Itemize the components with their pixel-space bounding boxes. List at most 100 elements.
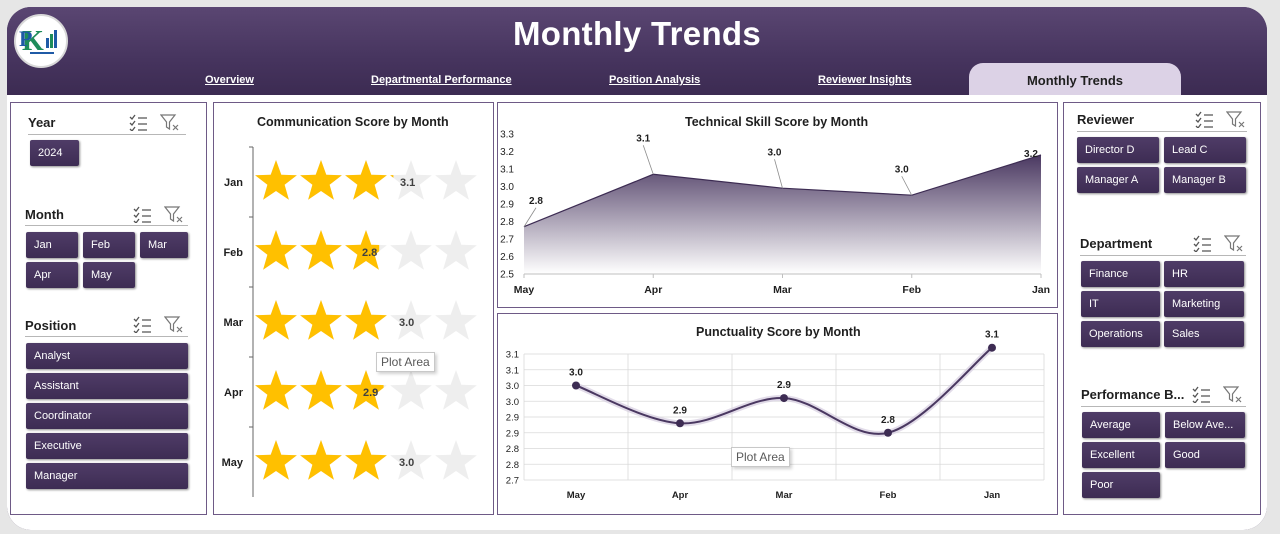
empty-star-mark xyxy=(435,160,477,200)
multi-select-icon[interactable] xyxy=(1192,234,1212,252)
reviewer-manager-b-button[interactable]: Manager B xyxy=(1164,167,1246,193)
category-label: May xyxy=(222,457,244,469)
clear-filter-icon[interactable] xyxy=(1226,110,1246,128)
y-tick-label: 2.8 xyxy=(506,444,519,455)
x-tick-label: Apr xyxy=(644,284,662,296)
data-label: 2.8 xyxy=(881,415,895,426)
leader-line xyxy=(642,145,654,175)
reviewer-manager-a-button[interactable]: Manager A xyxy=(1077,167,1159,193)
clear-filter-icon[interactable] xyxy=(1224,234,1244,252)
empty-star-mark xyxy=(435,300,477,340)
empty-star-mark xyxy=(390,160,432,200)
month-mar-button[interactable]: Mar xyxy=(140,232,188,258)
data-label: 2.8 xyxy=(529,196,543,207)
svg-text:P: P xyxy=(19,26,32,51)
data-label: 3.0 xyxy=(569,368,583,379)
tab-departmental-performance[interactable]: Departmental Performance xyxy=(371,74,512,86)
content-area: Year 2024 Month Jan Feb Mar Apr May Posi… xyxy=(7,95,1267,530)
tab-position-analysis[interactable]: Position Analysis xyxy=(609,74,701,86)
filled-star-mark xyxy=(255,440,297,480)
slicer-title-performance: Performance B... xyxy=(1081,387,1185,402)
performance-below-average-button[interactable]: Below Ave... xyxy=(1165,412,1245,438)
position-analyst-button[interactable]: Analyst xyxy=(26,343,188,369)
data-label: 3.0 xyxy=(399,317,414,329)
filled-star-mark xyxy=(345,160,387,200)
multi-select-icon[interactable] xyxy=(1191,385,1211,403)
performance-excellent-button[interactable]: Excellent xyxy=(1082,442,1160,468)
clear-filter-icon[interactable] xyxy=(164,205,184,223)
filled-star-mark xyxy=(345,440,387,480)
punctuality-line-chart[interactable]: 2.7 2.8 2.8 2.9 2.9 3.0 3.0 3.1 3.1 3.0 May 2.9 Apr 2… xyxy=(498,314,1057,514)
data-label: 2.8 xyxy=(362,247,377,259)
filled-star-mark xyxy=(255,160,297,200)
position-executive-button[interactable]: Executive xyxy=(26,433,188,459)
department-marketing-button[interactable]: Marketing xyxy=(1164,291,1244,317)
header-bar: K P Monthly Trends Overview Departmental… xyxy=(7,7,1267,97)
y-tick-label: 3.0 xyxy=(506,397,519,408)
chart-title: Technical Skill Score by Month xyxy=(685,115,869,129)
clear-filter-icon[interactable] xyxy=(164,315,184,333)
y-tick-label: 2.7 xyxy=(506,476,519,487)
empty-star-mark xyxy=(390,370,432,410)
y-tick-label: 3.0 xyxy=(506,381,519,392)
tab-monthly-trends[interactable]: Monthly Trends xyxy=(969,63,1181,97)
filled-star-mark xyxy=(300,370,342,410)
empty-star-mark xyxy=(435,230,477,270)
department-it-button[interactable]: IT xyxy=(1081,291,1160,317)
multi-select-icon[interactable] xyxy=(1194,110,1214,128)
leader-line xyxy=(523,207,537,227)
x-tick-label: Mar xyxy=(776,490,793,501)
y-tick-label: 2.9 xyxy=(500,200,514,211)
performance-average-button[interactable]: Average xyxy=(1082,412,1160,438)
x-tick-label: May xyxy=(567,490,586,501)
right-slicer-panel: Reviewer Director D Lead C Manager A Man… xyxy=(1063,102,1261,515)
reviewer-director-d-button[interactable]: Director D xyxy=(1077,137,1159,163)
multi-select-icon[interactable] xyxy=(132,315,152,333)
page-title: Monthly Trends xyxy=(512,15,762,52)
department-operations-button[interactable]: Operations xyxy=(1081,321,1160,347)
clear-filter-icon[interactable] xyxy=(160,113,180,131)
slicer-divider xyxy=(1080,255,1246,256)
filled-star-mark xyxy=(300,230,342,270)
empty-star-mark xyxy=(390,300,432,340)
y-tick-label: 3.0 xyxy=(500,182,514,193)
filled-star-mark xyxy=(345,300,387,340)
category-label: Mar xyxy=(223,317,243,329)
y-tick-label: 2.6 xyxy=(500,252,514,263)
data-label: 3.2 xyxy=(1024,149,1038,160)
y-tick-label: 2.5 xyxy=(500,270,514,281)
left-slicer-panel: Year 2024 Month Jan Feb Mar Apr May Posi… xyxy=(10,102,207,515)
tab-reviewer-insights[interactable]: Reviewer Insights xyxy=(818,74,912,86)
multi-select-icon[interactable] xyxy=(128,113,148,131)
year-2024-button[interactable]: 2024 xyxy=(30,140,79,166)
multi-select-icon[interactable] xyxy=(132,205,152,223)
position-assistant-button[interactable]: Assistant xyxy=(26,373,188,399)
department-finance-button[interactable]: Finance xyxy=(1081,261,1160,287)
department-hr-button[interactable]: HR xyxy=(1164,261,1244,287)
performance-good-button[interactable]: Good xyxy=(1165,442,1245,468)
filled-star-mark xyxy=(345,230,380,270)
clear-filter-icon[interactable] xyxy=(1223,385,1243,403)
month-may-button[interactable]: May xyxy=(83,262,135,288)
tab-overview[interactable]: Overview xyxy=(205,74,254,86)
data-point xyxy=(780,394,788,403)
category-label: Jan xyxy=(224,177,243,189)
department-sales-button[interactable]: Sales xyxy=(1164,321,1244,347)
slicer-title-department: Department xyxy=(1080,236,1153,251)
leader-line xyxy=(774,159,783,189)
month-feb-button[interactable]: Feb xyxy=(83,232,135,258)
month-apr-button[interactable]: Apr xyxy=(26,262,78,288)
x-tick-label: Feb xyxy=(902,284,921,296)
performance-poor-button[interactable]: Poor xyxy=(1082,472,1160,498)
y-tick-label: 3.2 xyxy=(500,147,514,158)
slicer-divider xyxy=(1077,131,1247,132)
technical-area-chart[interactable]: 2.5 2.6 2.7 2.8 2.9 3.0 3.1 3.2 3.3 May Apr Mar Feb J… xyxy=(498,103,1057,307)
position-coordinator-button[interactable]: Coordinator xyxy=(26,403,188,429)
filled-star-mark xyxy=(255,300,297,340)
communication-star-chart[interactable]: Jan 3.1 Feb 2.8 Mar 3.0 Apr 2.9 May 3.0 xyxy=(214,133,493,513)
month-jan-button[interactable]: Jan xyxy=(26,232,78,258)
position-manager-button[interactable]: Manager xyxy=(26,463,188,489)
plot-area-tooltip: Plot Area xyxy=(731,447,790,467)
category-label: Feb xyxy=(223,247,243,259)
reviewer-lead-c-button[interactable]: Lead C xyxy=(1164,137,1246,163)
